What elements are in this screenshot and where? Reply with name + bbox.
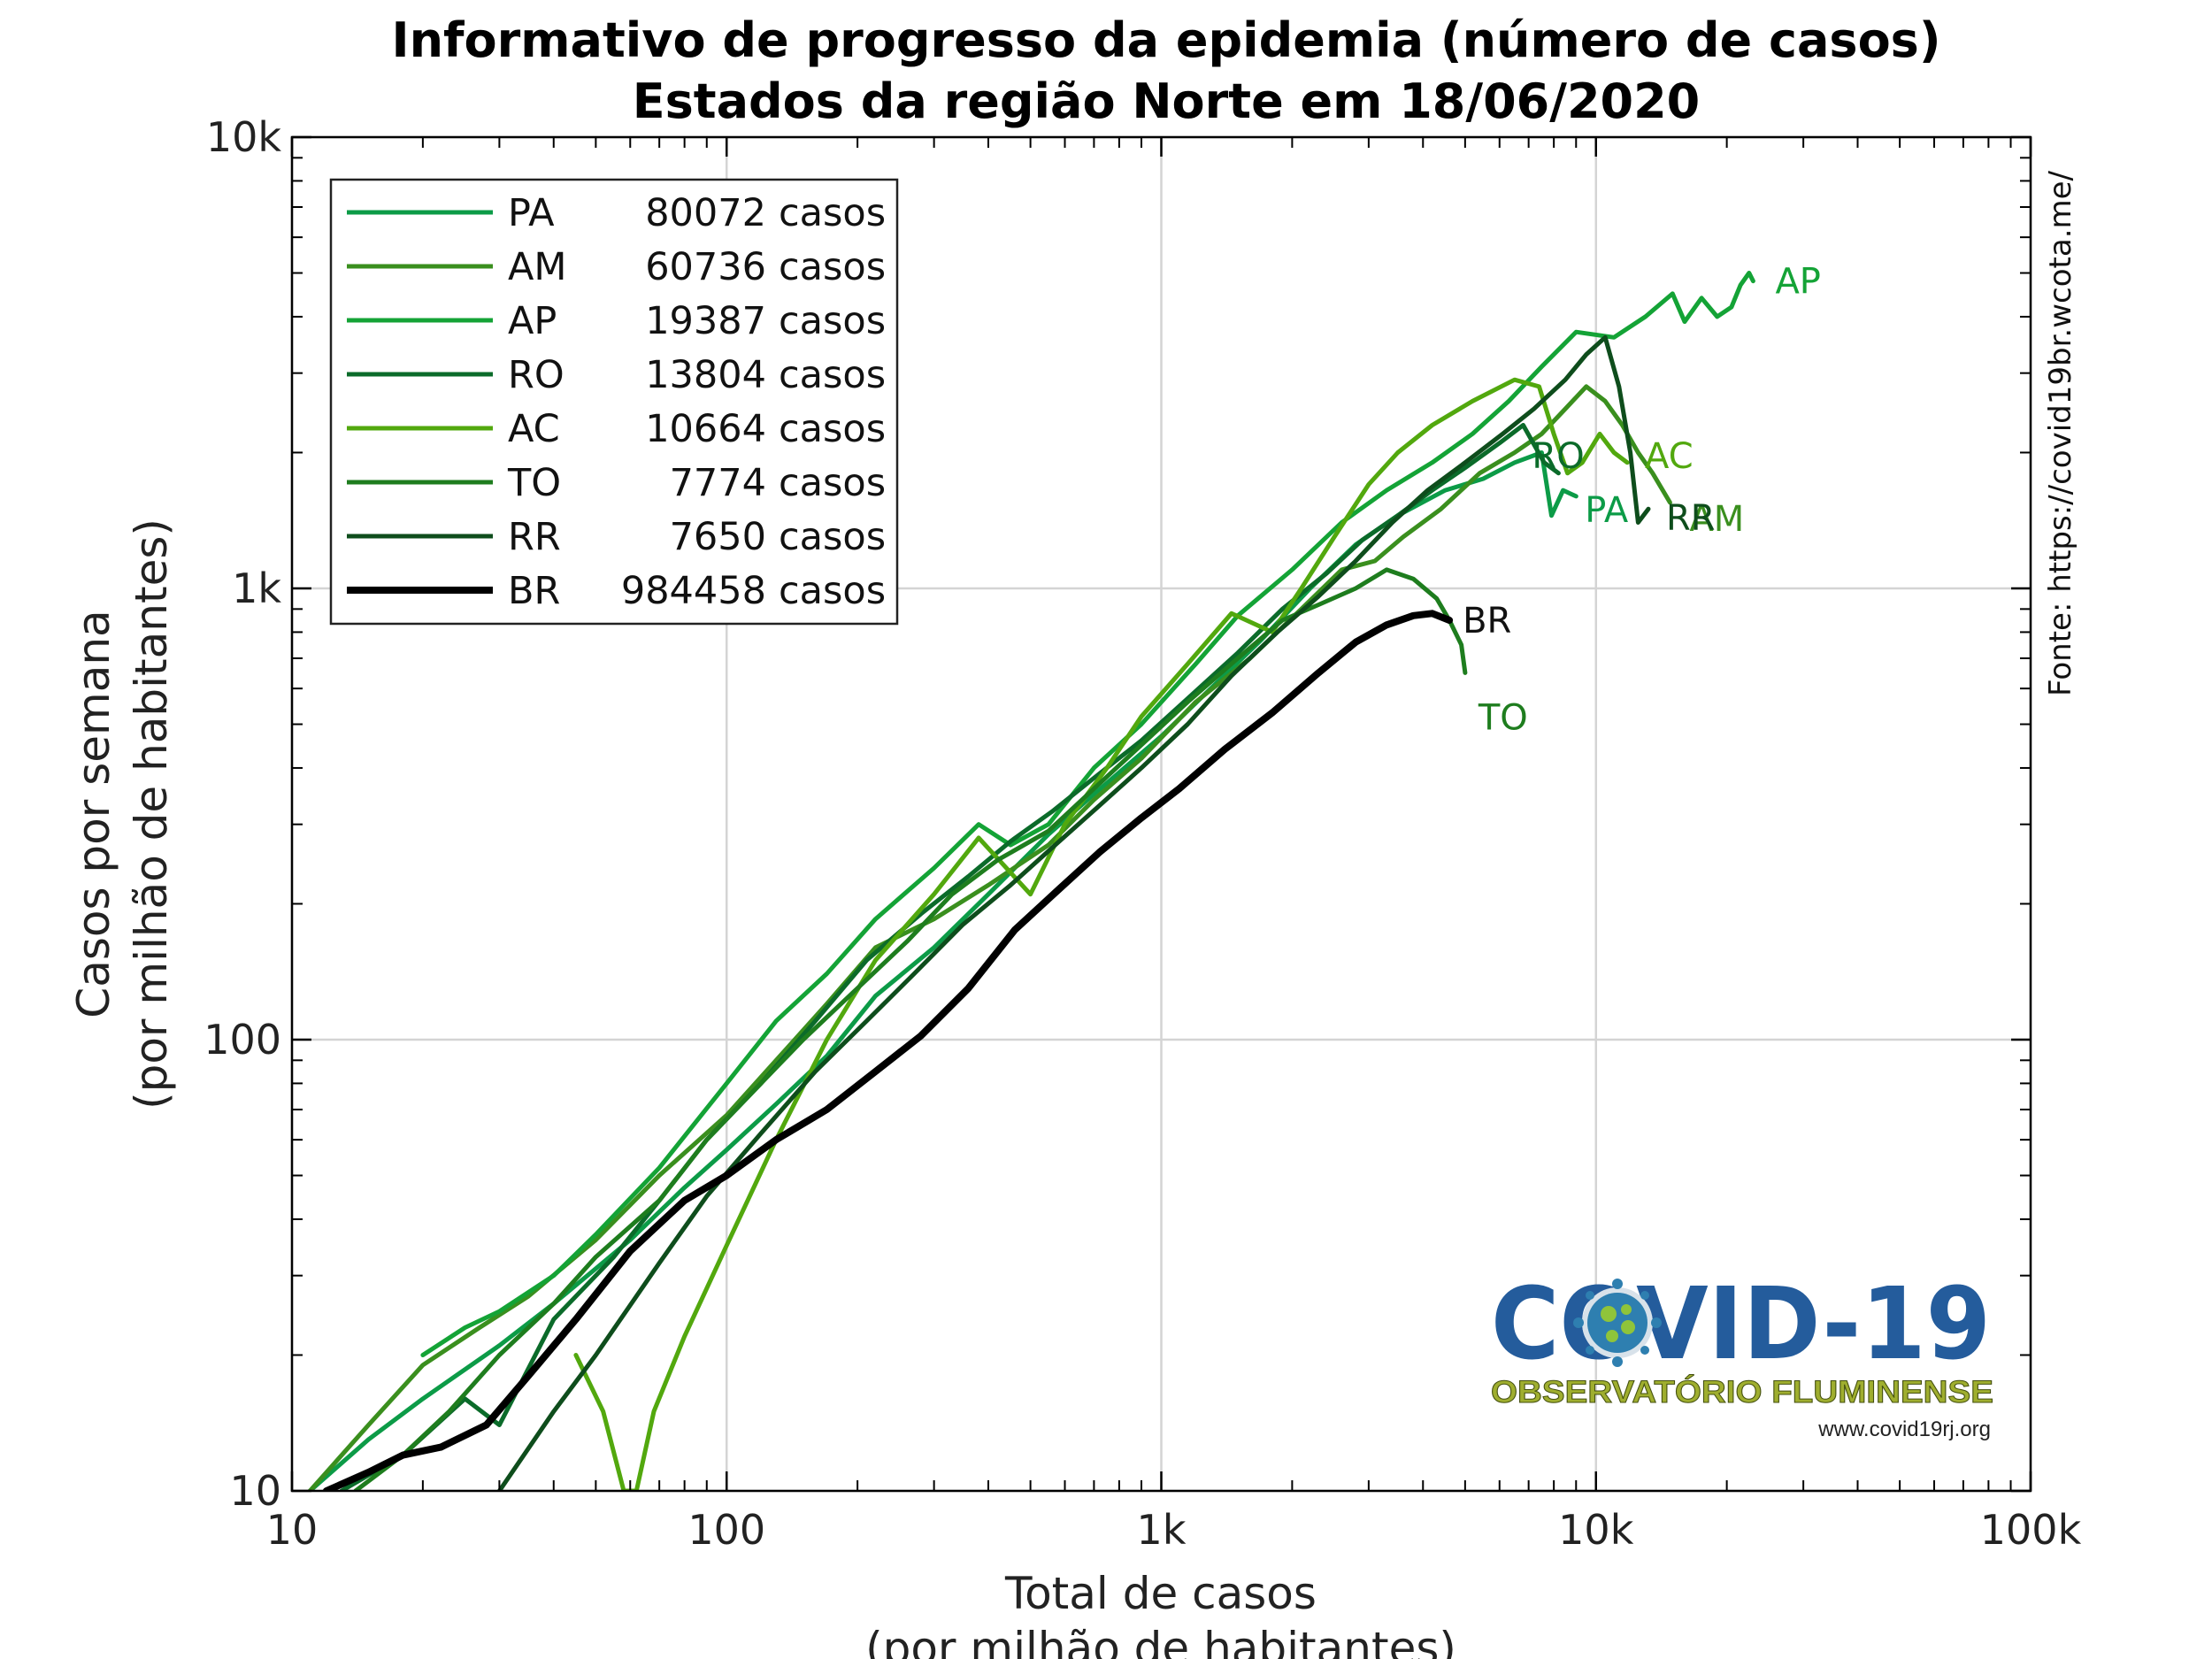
- chart-title-line2: Estados da região Norte em 18/06/2020: [633, 73, 1701, 129]
- legend-name-br: BR: [508, 569, 560, 613]
- ticks: 10 100 1k 10k 100k 10 100 1k 10k: [204, 113, 2081, 1554]
- logo-subtitle: OBSERVATÓRIO FLUMINENSE: [1491, 1374, 1993, 1409]
- end-label-ap: AP: [1775, 262, 1820, 303]
- series-line-ro: [339, 423, 1561, 1491]
- x-axis-label-line2: (por milhão de habitantes): [865, 1623, 1456, 1659]
- end-label-to: TO: [1478, 697, 1528, 738]
- legend-name-to: TO: [507, 461, 561, 505]
- legend-casos-word: casos: [779, 353, 886, 397]
- series-line-am: [307, 384, 1672, 1491]
- end-label-rr: RR: [1666, 498, 1716, 539]
- legend-cases-ac: 10664: [645, 407, 766, 451]
- end-label-pa: PA: [1585, 490, 1629, 531]
- legend-casos-word: casos: [779, 569, 886, 613]
- logo-title: COVID-19: [1491, 1267, 1991, 1382]
- legend-cases-rr: 7650: [670, 515, 766, 559]
- source-note: Fonte: https://covid19br.wcota.me/: [2043, 170, 2078, 696]
- x-tick-label: 10k: [1558, 1506, 1634, 1554]
- legend-box: [329, 178, 899, 626]
- legend-casos-word: casos: [779, 245, 886, 289]
- legend-casos-word: casos: [779, 407, 886, 451]
- series-line-ac: [573, 377, 1630, 1491]
- series-line-ap: [420, 271, 1755, 1357]
- end-label-ac: AC: [1645, 436, 1694, 477]
- logo-url: www.covid19rj.org: [1817, 1417, 1991, 1441]
- end-labels: PA AM AP RO AC TO RR BR: [1463, 262, 1821, 739]
- legend-name-ro: RO: [508, 353, 565, 397]
- y-axis-label-line2: (por milhão de habitantes): [126, 518, 177, 1110]
- legend-cases-ro: 13804: [645, 353, 766, 397]
- x-tick-label: 100: [687, 1506, 765, 1554]
- x-axis-label-line1: Total de casos: [1004, 1568, 1317, 1619]
- legend-cases-am: 60736: [645, 245, 766, 289]
- x-tick-label: 1k: [1137, 1506, 1187, 1554]
- legend-name-am: AM: [508, 245, 567, 289]
- virus-icon: [1573, 1279, 1662, 1367]
- legend-name-ap: AP: [508, 299, 557, 343]
- series-layer: [307, 271, 1755, 1491]
- legend-cases-ap: 19387: [645, 299, 766, 343]
- x-tick-label: 100k: [1980, 1506, 2082, 1554]
- series-line-rr: [496, 334, 1651, 1491]
- legend-casos-word: casos: [779, 299, 886, 343]
- legend-casos-word: casos: [779, 461, 886, 505]
- y-tick-label: 10k: [206, 113, 282, 161]
- x-tick-label: 10: [266, 1506, 319, 1554]
- legend-name-ac: AC: [508, 407, 560, 451]
- end-label-ro: RO: [1532, 436, 1584, 477]
- series-line-to: [353, 567, 1468, 1491]
- legend-casos-word: casos: [779, 191, 886, 235]
- legend-casos-word: casos: [779, 515, 886, 559]
- legend-name-rr: RR: [508, 515, 561, 559]
- y-tick-label: 100: [204, 1016, 281, 1064]
- legend-name-pa: PA: [508, 191, 555, 235]
- legend-cases-br: 984458: [621, 569, 766, 613]
- y-axis-label-line1: Casos por semana: [68, 610, 119, 1018]
- end-label-br: BR: [1463, 601, 1511, 641]
- series-line-br: [322, 610, 1454, 1491]
- chart-title-line1: Informativo de progresso da epidemia (nú…: [392, 12, 1941, 68]
- y-tick-label: 1k: [232, 565, 281, 612]
- end-label-am: AM: [1689, 499, 1744, 540]
- covid19-logo: COVID-19 OBSERVATÓRIO FLUMINENSE www.cov…: [1491, 1267, 1994, 1441]
- legend-cases-to: 7774: [670, 461, 766, 505]
- y-tick-label: 10: [229, 1467, 281, 1515]
- legend-cases-pa: 80072: [645, 191, 766, 235]
- legend: PA 80072 casos AM 60736 casos AP 19387 casos RO 13…: [329, 178, 899, 626]
